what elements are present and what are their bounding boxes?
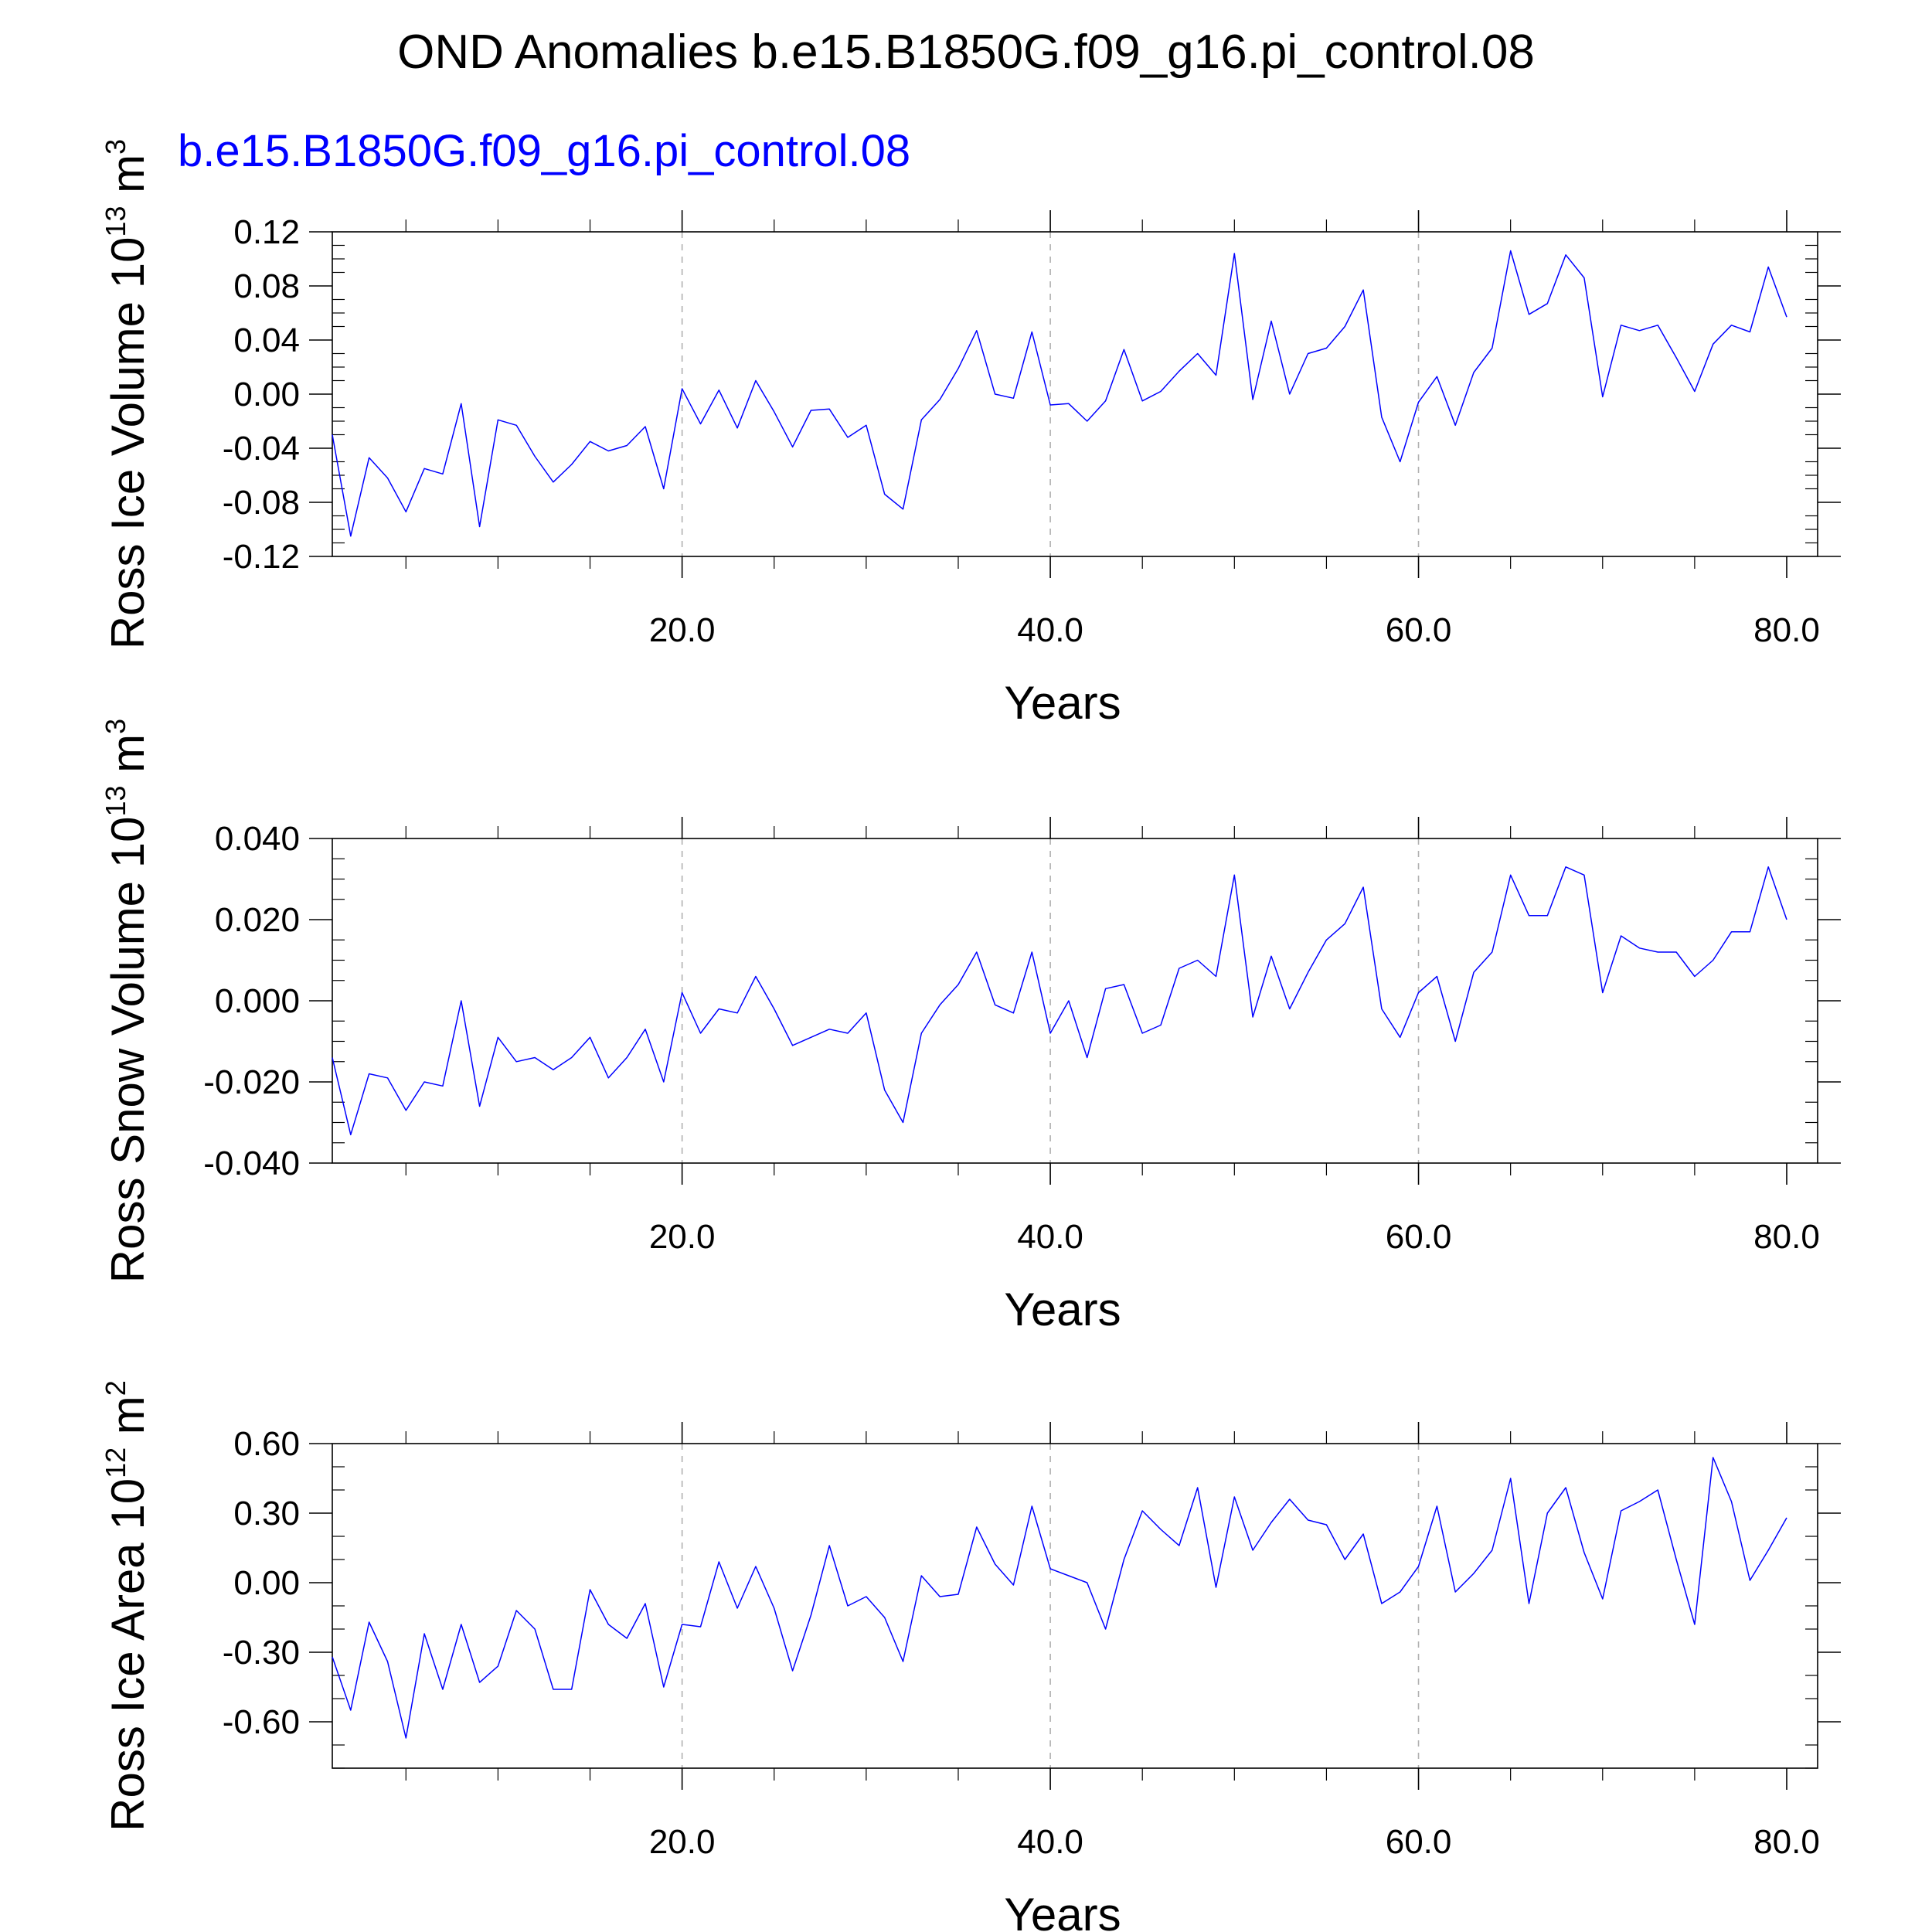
x-tick-label: 80.0 bbox=[1753, 1218, 1820, 1256]
y-tick-label: 0.08 bbox=[233, 267, 300, 305]
y-tick-label: 0.00 bbox=[233, 376, 300, 413]
y-axis-title: Ross Ice Area 1012 m2 bbox=[100, 1380, 154, 1832]
plot-frame bbox=[332, 838, 1818, 1164]
x-tick-label: 60.0 bbox=[1386, 1218, 1452, 1256]
y-tick-label: 0.020 bbox=[215, 901, 300, 939]
x-tick-label: 40.0 bbox=[1017, 611, 1083, 649]
y-tick-label: 0.30 bbox=[233, 1495, 300, 1532]
x-axis-title: Years bbox=[1004, 1889, 1121, 1932]
y-tick-label: 0.00 bbox=[233, 1564, 300, 1602]
y-tick-label: -0.60 bbox=[223, 1703, 300, 1741]
y-tick-label: -0.04 bbox=[223, 430, 300, 468]
series-line bbox=[332, 1457, 1787, 1739]
y-tick-label: 0.040 bbox=[215, 820, 300, 858]
y-tick-label: -0.08 bbox=[223, 484, 300, 522]
y-tick-label: -0.30 bbox=[223, 1634, 300, 1672]
y-axis-title: Ross Snow Volume 1013 m3 bbox=[100, 719, 154, 1283]
y-tick-label: 0.000 bbox=[215, 982, 300, 1020]
x-tick-label: 60.0 bbox=[1386, 611, 1452, 649]
plot-panel-2: 20.0 40.0 60.0 80.0 Years -0.040 -0.020 0.000 0.… bbox=[100, 719, 1841, 1335]
series-line bbox=[332, 866, 1787, 1136]
x-axis-title: Years bbox=[1004, 677, 1121, 729]
y-tick-label: -0.020 bbox=[203, 1063, 300, 1101]
y-tick-label: -0.12 bbox=[223, 538, 300, 576]
y-tick-label: 0.04 bbox=[233, 321, 300, 359]
x-axis-title: Years bbox=[1004, 1284, 1121, 1335]
plot-frame bbox=[332, 231, 1818, 557]
x-tick-label: 80.0 bbox=[1753, 1823, 1820, 1861]
y-tick-label: 0.60 bbox=[233, 1425, 300, 1463]
y-tick-label: 0.12 bbox=[233, 213, 300, 251]
series-name-label: b.e15.B1850G.f09_g16.pi_control.08 bbox=[178, 126, 910, 176]
plot-panels: 20.0 40.0 60.0 80.0 Years -0.12 -0.08 -0.04 0.00… bbox=[100, 139, 1841, 1932]
x-tick-label: 60.0 bbox=[1386, 1823, 1452, 1861]
x-tick-label: 40.0 bbox=[1017, 1218, 1083, 1256]
x-tick-label: 20.0 bbox=[649, 1218, 716, 1256]
x-tick-label: 40.0 bbox=[1017, 1823, 1083, 1861]
chart-title: OND Anomalies b.e15.B1850G.f09_g16.pi_co… bbox=[397, 26, 1535, 79]
series-line bbox=[332, 250, 1787, 537]
plot-frame bbox=[332, 1443, 1818, 1769]
y-tick-label: -0.040 bbox=[203, 1145, 300, 1182]
x-tick-label: 20.0 bbox=[649, 611, 716, 649]
y-axis-title: Ross Ice Volume 1013 m3 bbox=[100, 139, 154, 649]
x-tick-label: 80.0 bbox=[1753, 611, 1820, 649]
plot-panel-1: 20.0 40.0 60.0 80.0 Years -0.12 -0.08 -0.04 0.00… bbox=[100, 139, 1841, 729]
plot-panel-3: 20.0 40.0 60.0 80.0 Years -0.60 -0.30 0.00 0.30 0… bbox=[100, 1380, 1841, 1932]
x-tick-label: 20.0 bbox=[649, 1823, 716, 1861]
